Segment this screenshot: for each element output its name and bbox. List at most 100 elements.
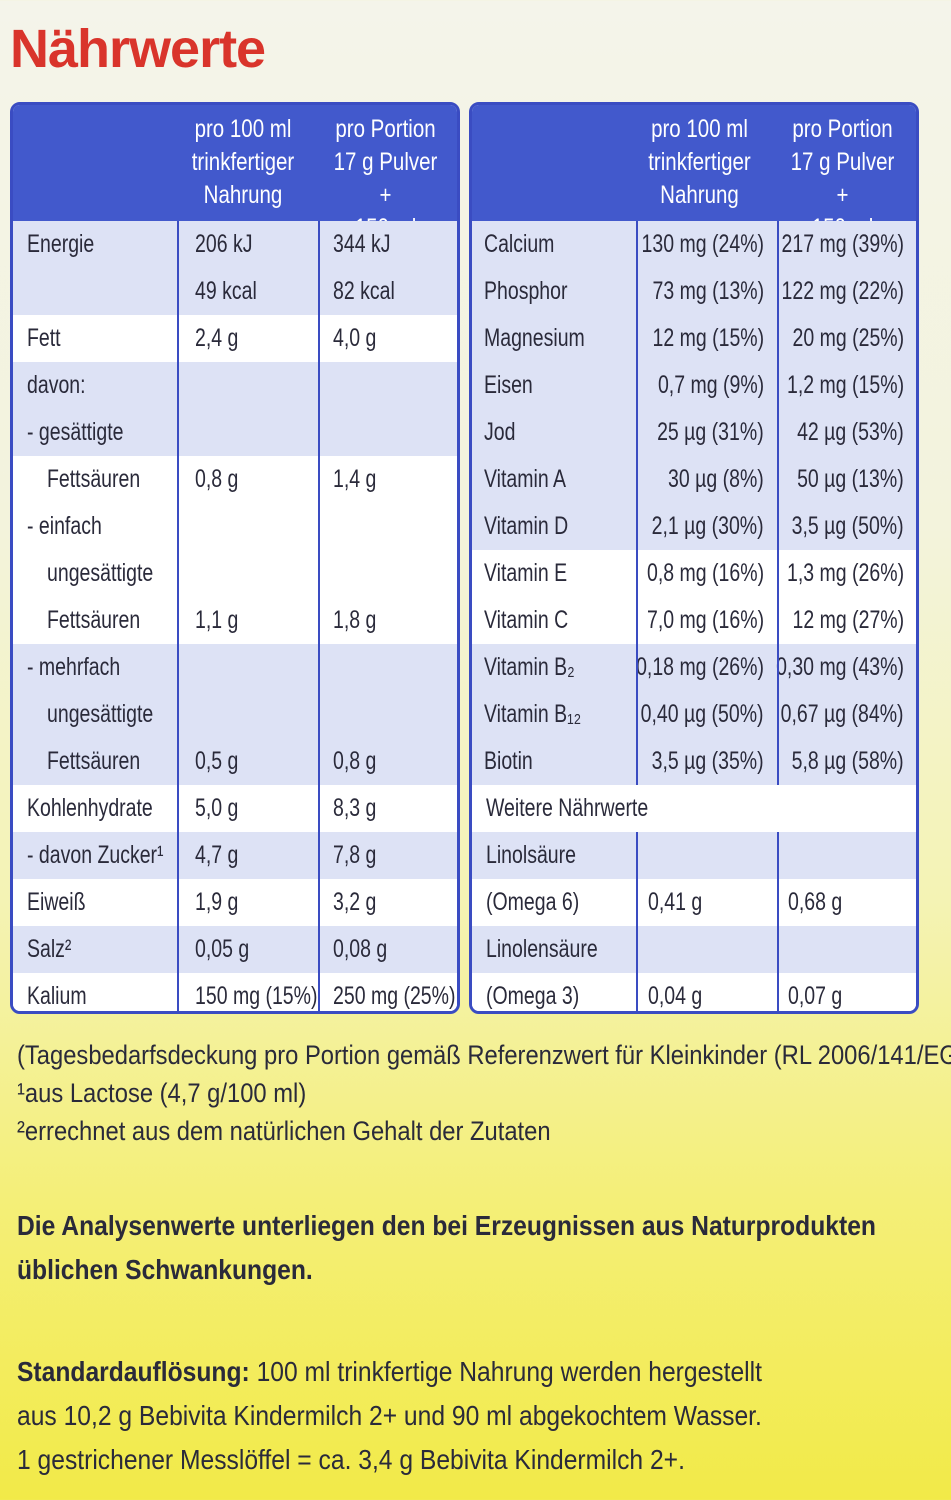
section-header-row: Weitere Nährwerte xyxy=(472,785,916,832)
table-row: Vitamin C 7,0 mg (16%) 12 mg (27%) xyxy=(472,597,916,644)
value-per-100ml: 0,04 g xyxy=(648,982,703,1010)
value-per-100ml: 1,9 g xyxy=(195,888,239,916)
row-label: Eisen xyxy=(484,371,533,399)
table-row: Vitamin B₂ 0,18 mg (26%) 0,30 mg (43%) xyxy=(472,644,916,691)
row-label: Magnesium xyxy=(484,324,585,352)
value-per-100ml: 2,1 µg (30%) xyxy=(651,512,764,540)
row-label: Linolsäure xyxy=(486,841,576,869)
table-row: - mehrfach xyxy=(13,644,457,691)
table-row: Kalium 150 mg (15%) 250 mg (25%) xyxy=(13,973,457,1011)
row-label: - einfach xyxy=(27,512,102,540)
value-per-100ml: 0,7 mg (9%) xyxy=(657,371,764,399)
table-row: Biotin 3,5 µg (35%) 5,8 µg (58%) xyxy=(472,738,916,785)
value-per-portion: 0,67 µg (84%) xyxy=(781,700,904,728)
value-per-portion: 7,8 g xyxy=(333,841,377,869)
analysis-note-line1: Die Analysenwerte unterliegen den bei Er… xyxy=(17,1210,876,1241)
value-per-portion: 12 mg (27%) xyxy=(792,606,904,634)
value-per-100ml: 25 µg (31%) xyxy=(657,418,764,446)
value-per-100ml: 49 kcal xyxy=(195,277,257,305)
value-per-portion: 122 mg (22%) xyxy=(781,277,904,305)
value-per-portion: 82 kcal xyxy=(333,277,395,305)
table-row: Vitamin E 0,8 mg (16%) 1,3 mg (26%) xyxy=(472,550,916,597)
value-per-portion: 3,5 µg (50%) xyxy=(791,512,904,540)
row-label: davon: xyxy=(27,371,86,399)
table-row: (Omega 6) 0,41 g 0,68 g xyxy=(472,879,916,926)
row-label: Eiweiß xyxy=(27,888,86,916)
value-per-100ml: 30 µg (8%) xyxy=(668,465,764,493)
column-divider xyxy=(636,832,638,1011)
table-row: Eisen 0,7 mg (9%) 1,2 mg (15%) xyxy=(472,362,916,409)
value-per-portion: 1,8 g xyxy=(333,606,377,634)
table-row: Vitamin D 2,1 µg (30%) 3,5 µg (50%) xyxy=(472,503,916,550)
value-per-portion: 0,30 mg (43%) xyxy=(776,653,904,681)
table-row: Fettsäuren 0,5 g 0,8 g xyxy=(13,738,457,785)
value-per-100ml: 130 mg (24%) xyxy=(641,230,764,258)
value-per-100ml: 0,5 g xyxy=(195,747,239,775)
table-row: - einfach xyxy=(13,503,457,550)
row-label: (Omega 6) xyxy=(486,888,580,916)
value-per-100ml: 0,8 mg (16%) xyxy=(646,559,764,587)
row-label: Kohlenhydrate xyxy=(27,794,153,822)
value-per-portion: 3,2 g xyxy=(333,888,377,916)
table-row: Phosphor 73 mg (13%) 122 mg (22%) xyxy=(472,268,916,315)
row-label: Vitamin B₁₂ xyxy=(484,700,582,728)
value-per-100ml: 0,18 mg (26%) xyxy=(636,653,764,681)
standard-note-line1: Standardauflösung: 100 ml trinkfertige N… xyxy=(17,1350,762,1394)
value-per-100ml: 4,7 g xyxy=(195,841,239,869)
footnote-1: ¹aus Lactose (4,7 g/100 ml) xyxy=(17,1078,307,1108)
table-row: Linolsäure xyxy=(472,832,916,879)
table-row: Linolensäure xyxy=(472,926,916,973)
nutrition-table-left: pro 100 ml trinkfertiger Nahrung pro Por… xyxy=(10,102,460,1014)
standard-note-line2: aus 10,2 g Bebivita Kindermilch 2+ und 9… xyxy=(17,1400,762,1431)
value-per-portion: 344 kJ xyxy=(333,230,391,258)
value-per-100ml: 206 kJ xyxy=(195,230,253,258)
page-title: Nährwerte xyxy=(10,19,266,79)
row-label: - davon Zucker¹ xyxy=(27,841,164,869)
value-per-portion: 5,8 µg (58%) xyxy=(791,747,904,775)
row-label: Vitamin E xyxy=(484,559,568,587)
value-per-100ml: 0,8 g xyxy=(195,465,239,493)
table-header: pro 100 ml trinkfertiger Nahrung pro Por… xyxy=(13,105,457,275)
table-row: Energie 206 kJ 344 kJ xyxy=(13,221,457,268)
value-per-portion: 0,08 g xyxy=(333,935,388,963)
table-row: ungesättigte xyxy=(13,691,457,738)
column-divider xyxy=(177,221,179,1011)
row-label: Vitamin D xyxy=(484,512,569,540)
row-label: ungesättigte xyxy=(47,559,154,587)
column-divider xyxy=(777,221,779,785)
value-per-portion: 0,07 g xyxy=(788,982,843,1010)
value-per-portion: 250 mg (25%) xyxy=(333,982,456,1010)
value-per-100ml: 0,41 g xyxy=(648,888,703,916)
analysis-note-line2: üblichen Schwankungen. xyxy=(17,1254,313,1285)
table-row: (Omega 3) 0,04 g 0,07 g xyxy=(472,973,916,1011)
value-per-portion: 0,68 g xyxy=(788,888,843,916)
table-row: Fettsäuren 0,8 g 1,4 g xyxy=(13,456,457,503)
column-divider xyxy=(777,832,779,1011)
row-label: - mehrfach xyxy=(27,653,121,681)
table-row: Eiweiß 1,9 g 3,2 g xyxy=(13,879,457,926)
table-row: Calcium 130 mg (24%) 217 mg (39%) xyxy=(472,221,916,268)
table-row: Fett 2,4 g 4,0 g xyxy=(13,315,457,362)
table-row: Magnesium 12 mg (15%) 20 mg (25%) xyxy=(472,315,916,362)
row-label: Salz² xyxy=(27,935,72,963)
value-per-100ml: 7,0 mg (16%) xyxy=(646,606,764,634)
row-label: Fettsäuren xyxy=(47,465,141,493)
value-per-portion: 4,0 g xyxy=(333,324,377,352)
value-per-100ml: 150 mg (15%) xyxy=(195,982,318,1010)
value-per-100ml: 12 mg (15%) xyxy=(652,324,764,352)
value-per-100ml: 73 mg (13%) xyxy=(652,277,764,305)
column-divider xyxy=(318,221,320,1011)
column-divider xyxy=(636,221,638,785)
row-label: Fettsäuren xyxy=(47,606,141,634)
table-row: - gesättigte xyxy=(13,409,457,456)
table-header: pro 100 ml trinkfertiger Nahrung pro Por… xyxy=(472,105,916,275)
standard-text: 100 ml trinkfertige Nahrung werden herge… xyxy=(249,1356,762,1387)
standard-label: Standardauflösung: xyxy=(17,1356,250,1387)
table-row: 49 kcal 82 kcal xyxy=(13,268,457,315)
value-per-portion: 217 mg (39%) xyxy=(781,230,904,258)
value-per-portion: 50 µg (13%) xyxy=(797,465,904,493)
table-row: Fettsäuren 1,1 g 1,8 g xyxy=(13,597,457,644)
row-label: Calcium xyxy=(484,230,555,258)
row-label: Vitamin B₂ xyxy=(484,653,575,681)
value-per-100ml: 0,40 µg (50%) xyxy=(641,700,764,728)
